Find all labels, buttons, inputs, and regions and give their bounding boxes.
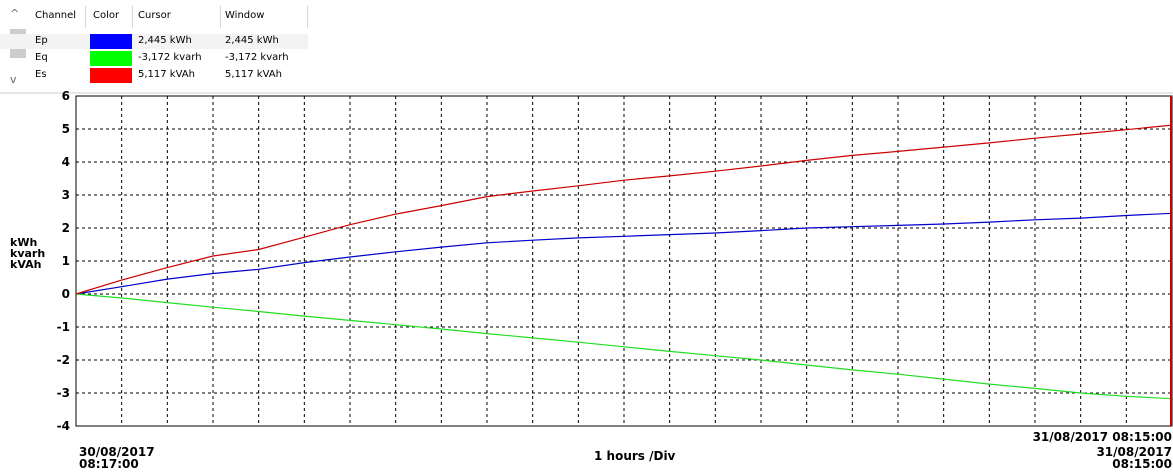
unit-label: kVAh [10, 258, 42, 271]
table-row[interactable]: Es 5,117 kVAh 5,117 kVAh [0, 68, 308, 83]
channel-color-swatch[interactable] [90, 51, 132, 66]
start-date-label: 30/08/2017 [79, 445, 155, 459]
y-tick-label: -2 [57, 353, 70, 367]
start-time-label: 08:17:00 [79, 457, 139, 471]
cursor-value: 2,445 kWh [138, 35, 192, 46]
channel-color-swatch[interactable] [90, 34, 132, 49]
y-tick-label: -3 [57, 386, 70, 400]
header-window[interactable]: Window [225, 10, 265, 21]
channel-table: ^ v Channel Color Cursor Window Ep 2,445… [0, 0, 308, 92]
window-value: -3,172 kvarh [225, 52, 289, 63]
series-line-ep [75, 212, 1173, 295]
y-axis-units: kWh kvarh kVAh [10, 237, 45, 270]
div-label: 1 hours /Div [594, 449, 676, 463]
header-color[interactable]: Color [93, 10, 120, 21]
y-tick-label: 5 [62, 122, 70, 136]
table-row[interactable]: Ep 2,445 kWh 2,445 kWh [0, 34, 308, 49]
cursor-value: 5,117 kVAh [138, 69, 195, 80]
header-channel[interactable]: Channel [35, 10, 77, 21]
scroll-down-icon[interactable]: v [10, 73, 17, 86]
header-cursor[interactable]: Cursor [138, 10, 171, 21]
unit-label: kvarh [10, 247, 46, 260]
cursor-value: -3,172 kvarh [138, 52, 202, 63]
window-value: 5,117 kVAh [225, 69, 282, 80]
table-header: Channel Color Cursor Window [0, 6, 308, 30]
y-tick-label: 1 [62, 254, 70, 268]
end-date-label: 31/08/2017 [1096, 445, 1172, 459]
channel-name: Eq [35, 52, 48, 63]
y-tick-label: 4 [62, 155, 70, 169]
cursor-datetime-label: 31/08/2017 08:15:00 [1032, 430, 1172, 444]
y-tick-label: -1 [57, 320, 70, 334]
end-time-label: 08:15:00 [1112, 457, 1172, 471]
unit-label: kWh [10, 236, 38, 249]
table-row[interactable]: Eq -3,172 kvarh -3,172 kvarh [0, 51, 308, 66]
y-tick-label: 0 [62, 287, 70, 301]
scroll-up-icon[interactable]: ^ [10, 7, 20, 20]
series-line-es [75, 124, 1173, 295]
series-line-eq [75, 293, 1173, 400]
window-value: 2,445 kWh [225, 35, 279, 46]
y-tick-label: 6 [62, 89, 70, 103]
channel-name: Ep [35, 35, 48, 46]
y-tick-label: 2 [62, 221, 70, 235]
y-tick-label: -4 [57, 419, 70, 433]
channel-color-swatch[interactable] [90, 68, 132, 83]
channel-name: Es [35, 69, 47, 80]
y-tick-label: 3 [62, 188, 70, 202]
